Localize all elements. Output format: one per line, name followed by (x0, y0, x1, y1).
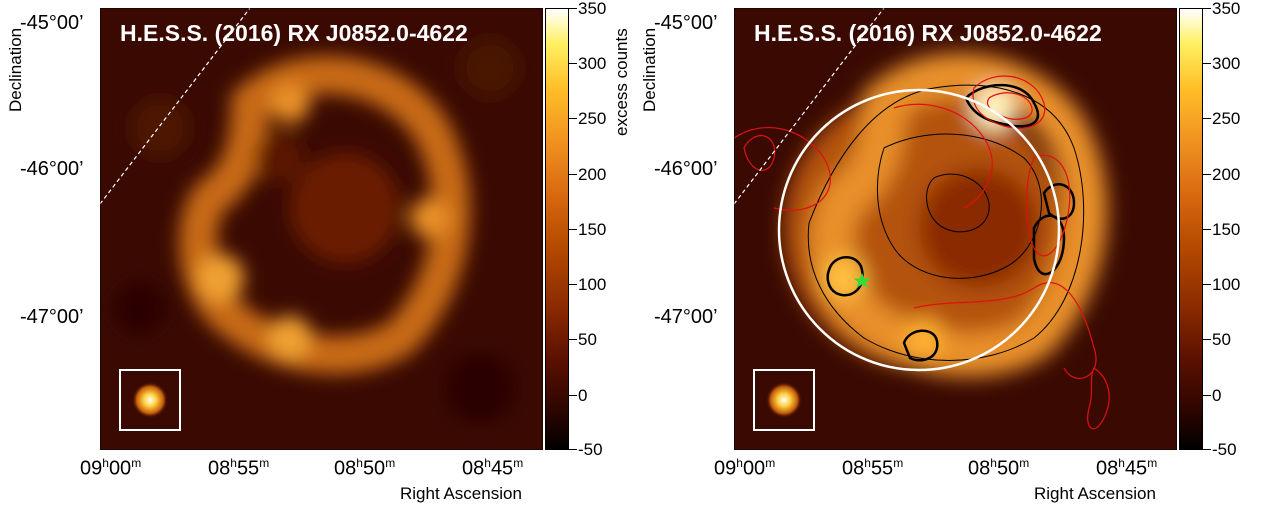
colorbar-tick-label: 100 (578, 276, 606, 293)
colorbar-tick-label: 150 (1212, 221, 1240, 238)
colorbar (545, 8, 569, 450)
psf-spot (766, 382, 802, 418)
colorbar-tick (569, 174, 577, 175)
colorbar-tick-label: 150 (578, 221, 606, 238)
ra-tick-label: 09h00m (714, 456, 775, 481)
dec-tick-label: -45°00’ (20, 12, 84, 35)
x-axis-title: Right Ascension (400, 484, 522, 504)
colorbar-tick (1203, 449, 1211, 450)
colorbar-tick-label: 350 (1212, 0, 1240, 17)
right-panel: H.E.S.S. (2016) RX J0852.0-4622 350 300 … (634, 0, 1274, 506)
colorbar (1179, 8, 1203, 450)
colorbar-tick-label: 300 (578, 55, 606, 72)
dec-tick-label: -47°00’ (654, 306, 718, 329)
colorbar-tick-label: -50 (578, 441, 603, 458)
y-axis-title-right: Declination (640, 28, 660, 112)
x-axis-title: Right Ascension (1034, 484, 1156, 504)
colorbar-tick-label: 250 (1212, 110, 1240, 127)
colorbar-tick (1203, 284, 1211, 285)
colorbar-tick (1203, 229, 1211, 230)
dec-tick-label: -46°00’ (654, 158, 718, 181)
colorbar-title: excess counts (612, 28, 632, 136)
colorbar-tick (569, 63, 577, 64)
left-panel: H.E.S.S. (2016) RX J0852.0-4622 350 300 … (0, 0, 640, 506)
colorbar-tick (1203, 339, 1211, 340)
colorbar-tick (1203, 118, 1211, 119)
left-skymap (100, 8, 543, 450)
colorbar-tick-label: 200 (1212, 166, 1240, 183)
colorbar-tick (569, 284, 577, 285)
colorbar-tick (1203, 8, 1211, 9)
colorbar-tick-label: 250 (578, 110, 606, 127)
y-axis-title: Declination (6, 28, 26, 112)
colorbar-tick (569, 449, 577, 450)
ra-tick-label: 08h45m (1096, 456, 1157, 481)
colorbar-tick (569, 229, 577, 230)
colorbar-tick (1203, 395, 1211, 396)
dec-tick-label: -46°00’ (20, 158, 84, 181)
colorbar-tick-label: 50 (578, 331, 597, 348)
dec-tick-label: -45°00’ (654, 12, 718, 35)
colorbar-tick-label: 0 (1212, 387, 1221, 404)
right-skymap (734, 8, 1177, 450)
panel-title: H.E.S.S. (2016) RX J0852.0-4622 (754, 20, 1102, 47)
colorbar-tick-label: 200 (578, 166, 606, 183)
panel-title: H.E.S.S. (2016) RX J0852.0-4622 (120, 20, 468, 47)
colorbar-tick-label: 0 (578, 387, 587, 404)
dec-tick-label: -47°00’ (20, 306, 84, 329)
colorbar-tick-label: 50 (1212, 331, 1231, 348)
colorbar-tick (569, 339, 577, 340)
colorbar-tick (569, 118, 577, 119)
colorbar-tick-label: 350 (578, 0, 606, 17)
ra-tick-label: 09h00m (80, 456, 141, 481)
colorbar-tick-label: 100 (1212, 276, 1240, 293)
psf-spot (132, 382, 168, 418)
ra-tick-label: 08h55m (208, 456, 269, 481)
colorbar-tick-label: -50 (1212, 441, 1237, 458)
ra-tick-label: 08h50m (334, 456, 395, 481)
ra-tick-label: 08h55m (842, 456, 903, 481)
colorbar-tick (569, 8, 577, 9)
colorbar-tick-label: 300 (1212, 55, 1240, 72)
ra-tick-label: 08h50m (968, 456, 1029, 481)
ra-tick-label: 08h45m (462, 456, 523, 481)
colorbar-tick (1203, 174, 1211, 175)
colorbar-tick (1203, 63, 1211, 64)
colorbar-tick (569, 395, 577, 396)
